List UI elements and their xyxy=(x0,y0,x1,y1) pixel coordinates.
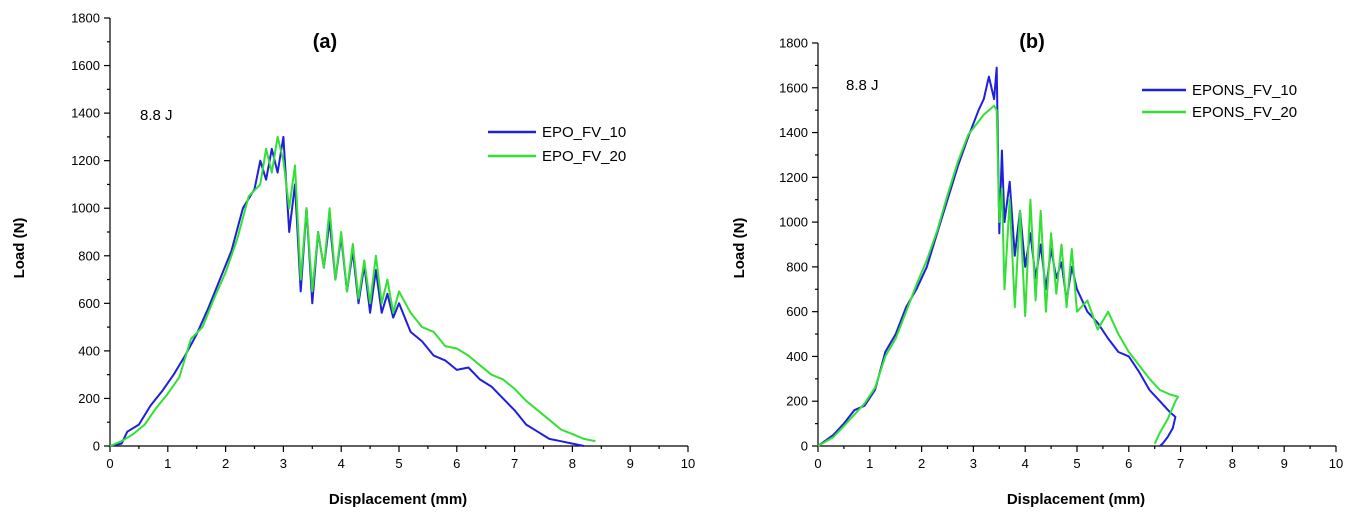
panel-b-x-tick-label: 4 xyxy=(1022,456,1029,471)
panel-a-x-axis-title: Displacement (mm) xyxy=(329,491,467,508)
panel-a-x-tick-label: 1 xyxy=(164,456,171,471)
panel-b-x-tick-label: 1 xyxy=(866,456,873,471)
panel-a-legend-label-0: EPO_FV_10 xyxy=(542,124,626,141)
panel-a-y-tick-label: 600 xyxy=(78,296,100,311)
panel-b-legend-label-1: EPONS_FV_20 xyxy=(1192,104,1297,121)
panel-b-label: (b) xyxy=(1019,31,1045,53)
panel-a-y-axis-title: Load (N) xyxy=(11,218,28,279)
panel-b-axes: 0 1 2 3 4 5 6 7 8 9 10 0 200 400 600 800 1000 1200 1400 160… xyxy=(779,36,1343,472)
panel-a-y-tick-label: 200 xyxy=(78,391,100,406)
panel-a-series-layer xyxy=(109,135,596,447)
panel-a-y-tick-label: 1200 xyxy=(71,153,100,168)
panel-b-legend-label-0: EPONS_FV_10 xyxy=(1192,82,1297,99)
panel-a-x-tick-label: 7 xyxy=(511,456,518,471)
panel-a-x-tick-label: 6 xyxy=(453,456,460,471)
panel-a-y-tick-label: 0 xyxy=(93,439,100,454)
panel-a-x-tick-label: 0 xyxy=(106,456,113,471)
panel-b-y-tick-label: 1400 xyxy=(779,125,808,140)
chart-panel-a: (a) 8.8 J 0 1 2 3 4 5 6 7 8 9 10 0 200 400 600 800 1000 1… xyxy=(11,11,695,509)
panel-b-y-tick-label: 1600 xyxy=(779,80,808,95)
panel-b-y-axis-title: Load (N) xyxy=(731,218,748,279)
panel-b-series-layer xyxy=(817,66,1179,447)
panel-a-x-tick-label: 4 xyxy=(338,456,345,471)
panel-a-axes: 0 1 2 3 4 5 6 7 8 9 10 0 200 400 600 800 1000 1200 1400 160… xyxy=(71,11,695,472)
panel-a-y-tick-label: 1800 xyxy=(71,11,100,26)
panel-a-y-tick-label: 1600 xyxy=(71,58,100,73)
panel-a-series-1-line xyxy=(109,135,596,447)
panel-a-x-tick-label: 3 xyxy=(280,456,287,471)
panel-b-series-1-line xyxy=(817,104,1179,447)
panel-b-legend: EPONS_FV_10 EPONS_FV_20 xyxy=(1142,82,1297,121)
panel-a-energy-annotation: 8.8 J xyxy=(140,107,173,124)
panel-b-y-tick-label: 800 xyxy=(786,259,808,274)
panel-b-y-tick-label: 600 xyxy=(786,304,808,319)
panel-b-x-tick-label: 10 xyxy=(1329,456,1343,471)
panel-b-x-tick-label: 2 xyxy=(918,456,925,471)
panel-a-x-tick-label: 8 xyxy=(569,456,576,471)
panel-b-y-tick-label: 200 xyxy=(786,394,808,409)
panel-b-y-tick-label: 0 xyxy=(801,439,808,454)
panel-b-y-tick-label: 1000 xyxy=(779,215,808,230)
panel-b-x-tick-label: 8 xyxy=(1229,456,1236,471)
panel-a-y-tick-label: 800 xyxy=(78,248,100,263)
chart-panel-b: (b) 8.8 J 0 1 2 3 4 5 6 7 8 9 10 0 200 400 600 800 1000 1… xyxy=(731,31,1343,508)
panel-b-x-tick-label: 6 xyxy=(1125,456,1132,471)
panel-a-y-tick-label: 1000 xyxy=(71,201,100,216)
panel-b-x-tick-label: 9 xyxy=(1281,456,1288,471)
panel-a-label: (a) xyxy=(313,31,337,53)
panel-b-energy-annotation: 8.8 J xyxy=(846,77,879,94)
panel-a-y-tick-label: 1400 xyxy=(71,106,100,121)
panel-a-x-tick-label: 9 xyxy=(627,456,634,471)
panel-a-x-tick-label: 5 xyxy=(395,456,402,471)
panel-b-x-axis-title: Displacement (mm) xyxy=(1007,491,1145,508)
panel-b-y-tick-label: 1200 xyxy=(779,170,808,185)
panel-b-x-tick-label: 5 xyxy=(1073,456,1080,471)
panel-a-x-tick-label: 10 xyxy=(681,456,695,471)
panel-b-x-tick-label: 3 xyxy=(970,456,977,471)
panel-a-y-tick-label: 400 xyxy=(78,343,100,358)
panel-b-x-tick-label: 0 xyxy=(814,456,821,471)
panel-a-legend: EPO_FV_10 EPO_FV_20 xyxy=(488,124,626,165)
panel-b-y-tick-label: 400 xyxy=(786,349,808,364)
panel-a-x-tick-label: 2 xyxy=(222,456,229,471)
panel-b-x-tick-label: 7 xyxy=(1177,456,1184,471)
panel-b-y-tick-label: 1800 xyxy=(779,36,808,51)
panel-a-legend-label-1: EPO_FV_20 xyxy=(542,148,626,165)
